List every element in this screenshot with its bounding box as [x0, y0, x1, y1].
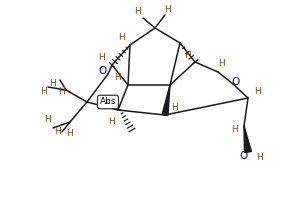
Polygon shape	[244, 126, 251, 152]
Text: H: H	[109, 117, 115, 127]
Text: O: O	[240, 151, 248, 161]
Text: H: H	[99, 53, 105, 61]
Text: Abs: Abs	[100, 98, 116, 106]
Text: H: H	[185, 51, 191, 60]
Text: H: H	[257, 153, 263, 163]
Text: H: H	[118, 33, 125, 43]
Text: O: O	[232, 77, 240, 87]
Text: H: H	[218, 59, 225, 67]
Text: H: H	[165, 5, 171, 14]
Text: H: H	[59, 88, 65, 97]
Text: H: H	[172, 103, 178, 112]
Text: H: H	[45, 115, 51, 125]
Text: H: H	[41, 88, 47, 97]
Text: H: H	[115, 73, 121, 83]
Text: O: O	[99, 66, 107, 76]
Text: H: H	[255, 88, 261, 97]
Text: H: H	[135, 8, 141, 17]
Text: H: H	[67, 129, 73, 138]
Text: H: H	[50, 78, 56, 88]
Text: H: H	[55, 128, 61, 137]
Text: H: H	[231, 126, 238, 135]
Polygon shape	[162, 85, 170, 115]
